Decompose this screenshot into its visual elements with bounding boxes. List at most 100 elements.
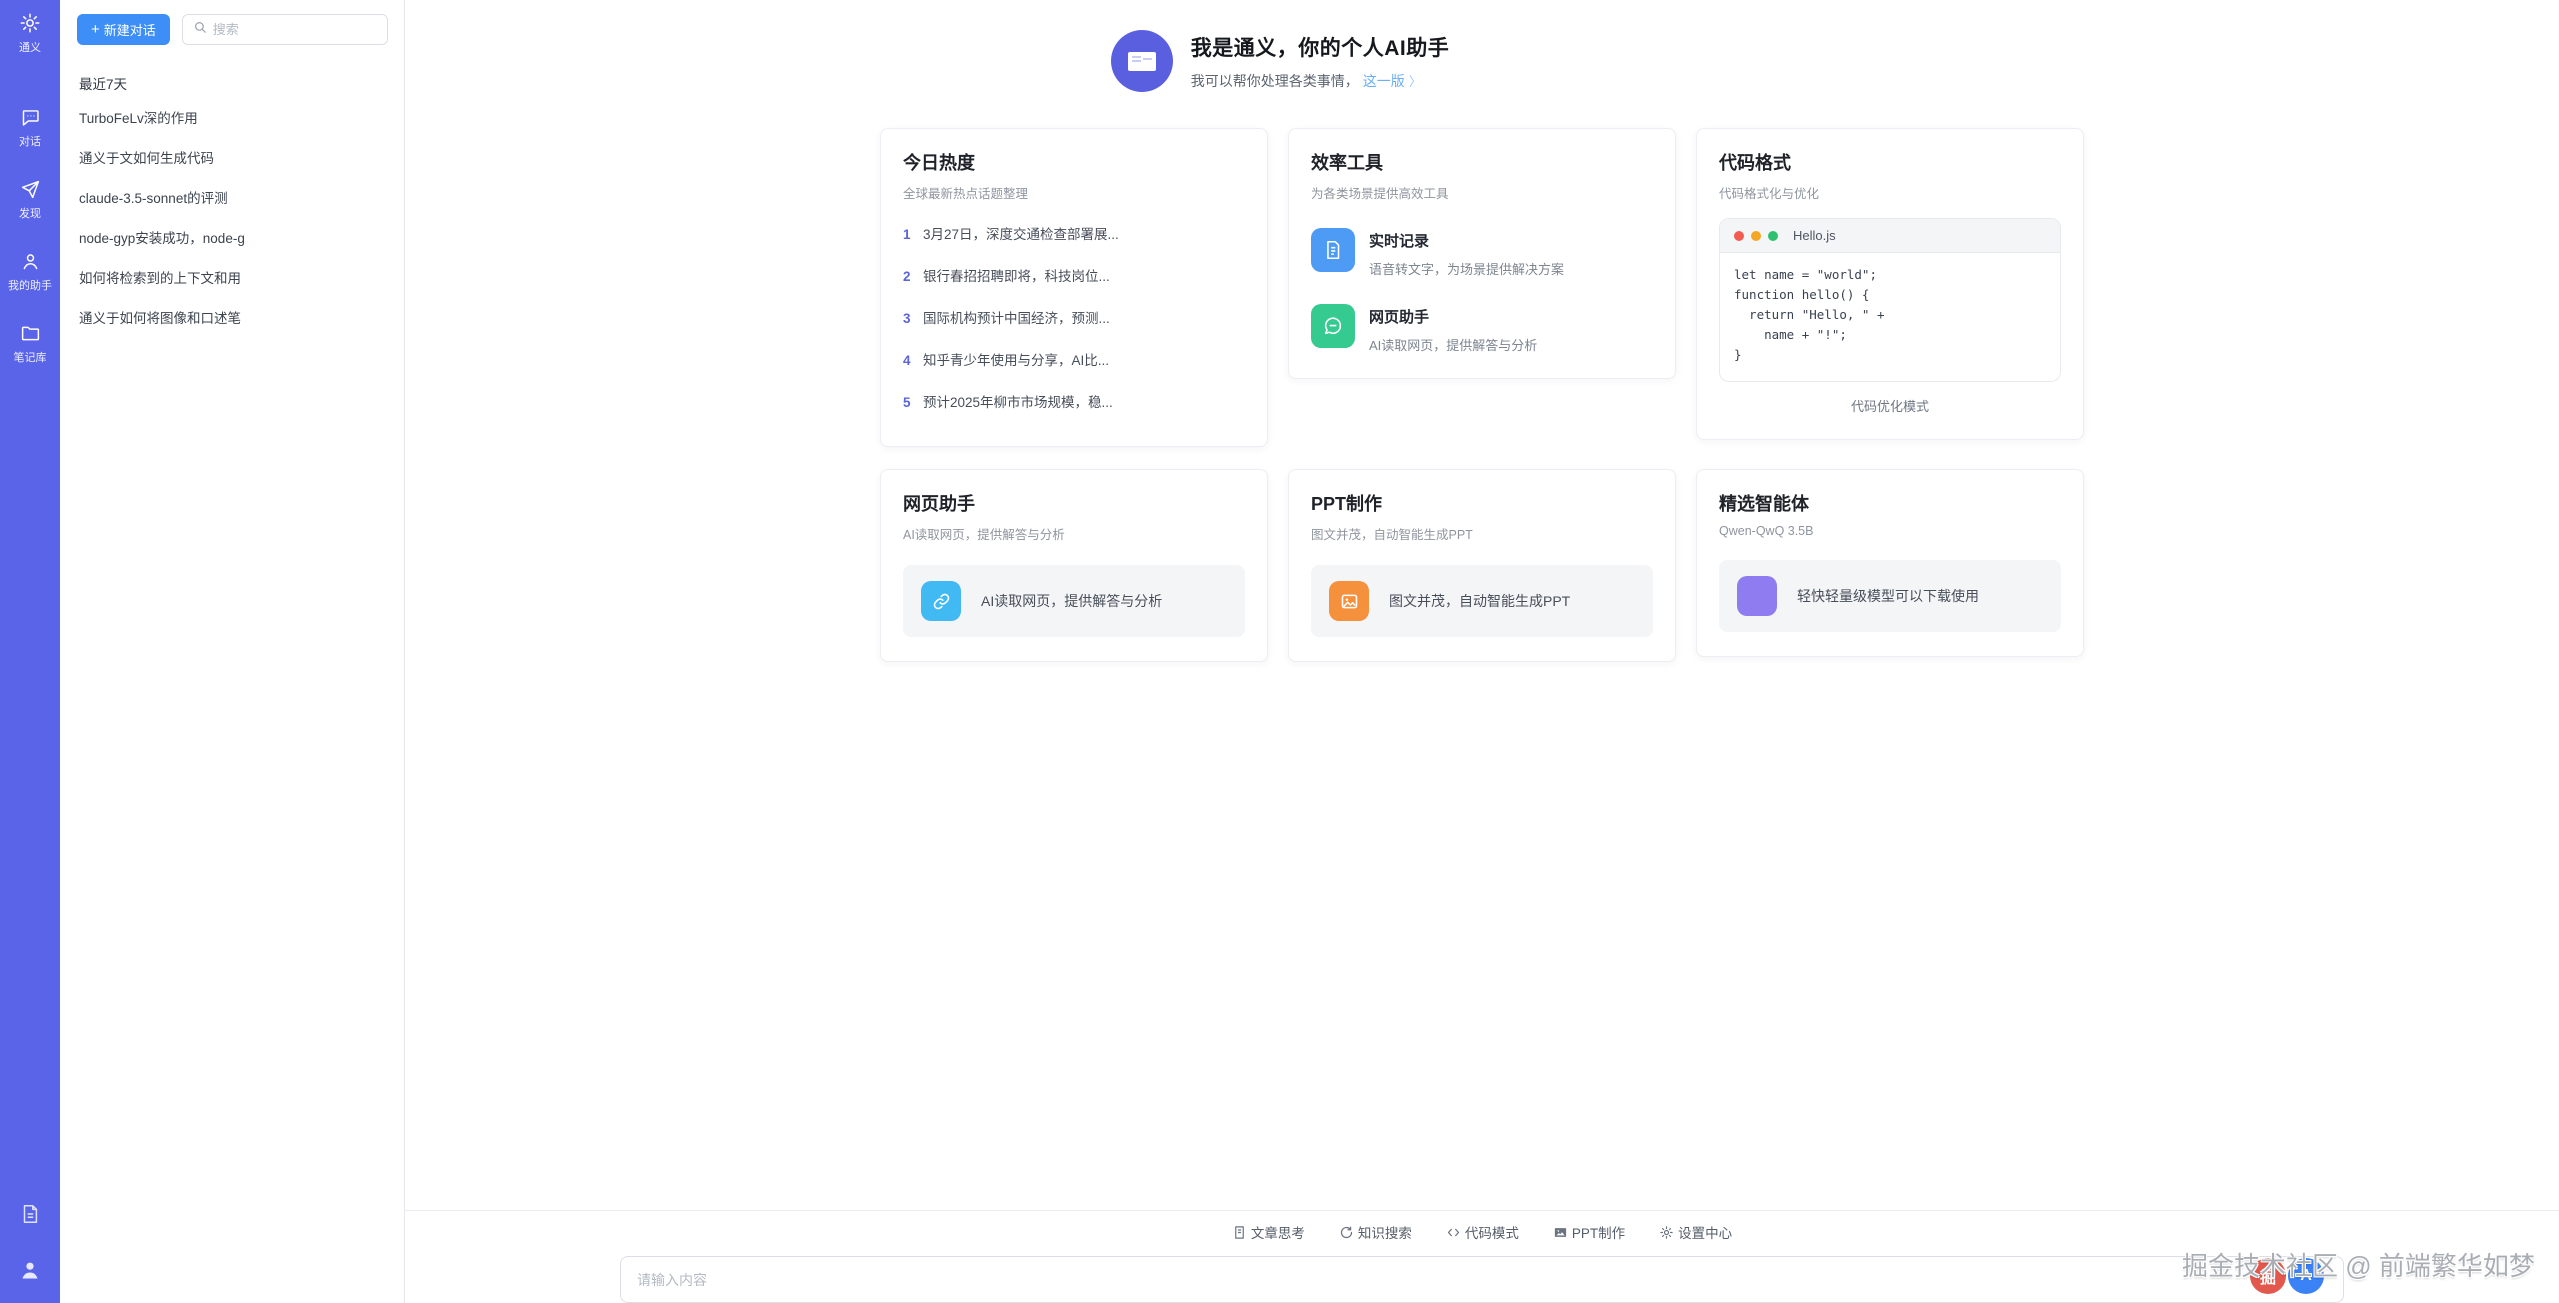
history-item[interactable]: 通义于如何将图像和口述笔 <box>79 311 241 326</box>
action-knowledge-search[interactable]: 知识搜索 <box>1339 1222 1412 1242</box>
card-subtitle: 代码格式化与优化 <box>1719 187 1820 201</box>
footer-bar: 文章思考 知识搜索 代码模式 <box>405 1210 2559 1303</box>
link-icon <box>921 581 961 621</box>
history-item[interactable]: node-gyp安装成功，node-g <box>79 231 245 246</box>
rank-number: 4 <box>903 353 911 368</box>
card-subtitle: AI读取网页，提供解答与分析 <box>903 528 1065 542</box>
rank-number: 5 <box>903 395 911 410</box>
hero-title: 我是通义，你的个人AI助手 <box>1190 36 1450 60</box>
chat-bubble-icon <box>20 107 41 128</box>
card-efficiency-tools: 效率工具 为各类场景提供高效工具 实时记录 语音转文字，为场景提供解决方案 <box>1288 128 1676 379</box>
chat-sidebar: + 新建对话 最近7天 TurboFeLv深的作用 通义于文如何生成代码 cla… <box>60 0 405 1303</box>
rail-item-label: 我的助手 <box>8 280 52 292</box>
action-ppt-maker[interactable]: PPT制作 <box>1553 1222 1625 1242</box>
code-filename: Hello.js <box>1793 228 1836 243</box>
hot-topic-item[interactable]: 2 银行春招招聘即将，科技岗位... <box>903 269 1110 284</box>
quick-actions: 文章思考 知识搜索 代码模式 <box>405 1222 2559 1242</box>
hot-topic-item[interactable]: 4 知乎青少年使用与分享，AI比... <box>903 353 1110 368</box>
main-area: 我是通义，你的个人AI助手 我可以帮你处理各类事情， 这一版 〉 今日热度 全球… <box>405 0 2559 1303</box>
action-code-mode[interactable]: 代码模式 <box>1446 1222 1519 1242</box>
hero-subtitle: 我可以帮你处理各类事情， <box>1190 72 1359 89</box>
history-section-label: 最近7天 <box>79 77 128 92</box>
card-title: 效率工具 <box>1311 153 1383 173</box>
assistant-avatar <box>1110 30 1173 92</box>
chevron-right-icon: 〉 <box>1408 74 1422 89</box>
card-web-assistant: 网页助手 AI读取网页，提供解答与分析 AI读取网页，提供解答与分析 <box>880 469 1268 662</box>
card-featured-agents: 精选智能体 Qwen-QwQ 3.5B 轻快轻量级模型可以下载使用 <box>1696 469 2084 657</box>
document-lines-icon <box>1311 228 1355 272</box>
history-item[interactable]: TurboFeLv深的作用 <box>79 111 198 126</box>
history-item[interactable]: 通义于文如何生成代码 <box>79 151 214 166</box>
gear-icon <box>1659 1225 1674 1240</box>
rail-item-label: 笔记库 <box>13 352 47 364</box>
hero-header: 我是通义，你的个人AI助手 我可以帮你处理各类事情， 这一版 〉 <box>203 30 2357 92</box>
user-avatar-icon[interactable] <box>18 1258 42 1287</box>
document-icon[interactable] <box>19 1203 41 1230</box>
hot-topic-item[interactable]: 3 国际机构预计中国经济，预测... <box>903 311 1110 326</box>
rank-number: 3 <box>903 311 911 326</box>
rail-item-label: 对话 <box>19 136 41 148</box>
new-chat-label: 新建对话 <box>103 23 156 38</box>
image-icon <box>1329 581 1369 621</box>
traffic-light-green <box>1768 230 1778 241</box>
rail-item-chat[interactable]: 对话 <box>19 107 41 149</box>
card-title: 精选智能体 <box>1719 494 1809 514</box>
card-subtitle: Qwen-QwQ 3.5B <box>1719 524 1814 538</box>
card-ppt-maker: PPT制作 图文并茂，自动智能生成PPT 图文并茂，自动智能生成PPT <box>1288 469 1676 662</box>
person-icon <box>20 251 41 272</box>
card-subtitle: 全球最新热点话题整理 <box>903 187 1029 201</box>
rail-item-my-assistant[interactable]: 我的助手 <box>8 251 52 293</box>
card-hot-topics: 今日热度 全球最新热点话题整理 1 3月27日，深度交通检查部署展... 2 银… <box>880 128 1268 447</box>
history-list: TurboFeLv深的作用 通义于文如何生成代码 claude-3.5-sonn… <box>77 97 388 337</box>
rail-item-notes[interactable]: 笔记库 <box>14 323 47 365</box>
window-glyph-icon <box>1127 51 1156 71</box>
ppt-maker-entry[interactable]: 图文并茂，自动智能生成PPT <box>1311 565 1653 637</box>
refresh-icon <box>1339 1225 1354 1240</box>
hot-topic-item[interactable]: 1 3月27日，深度交通检查部署展... <box>903 227 1119 242</box>
history-item[interactable]: claude-3.5-sonnet的评测 <box>79 191 228 206</box>
code-window: Hello.js let name = "world"; function he… <box>1719 218 2061 382</box>
hot-topic-list: 1 3月27日，深度交通检查部署展... 2 银行春招招聘即将，科技岗位... … <box>903 212 1245 422</box>
chat-lines-icon <box>1311 304 1355 348</box>
tool-web-assistant[interactable]: 网页助手 AI读取网页，提供解答与分析 <box>1311 304 1653 354</box>
hero-link[interactable]: 这一版 <box>1362 72 1405 89</box>
search-input[interactable] <box>212 22 377 37</box>
web-assistant-entry[interactable]: AI读取网页，提供解答与分析 <box>903 565 1245 637</box>
document-icon <box>1232 1225 1247 1240</box>
gear-logo-icon <box>19 12 41 34</box>
rail-item-label: 发现 <box>19 208 41 220</box>
brand-label: 通义 <box>19 42 41 54</box>
folder-icon <box>20 323 41 344</box>
agent-square-icon <box>1737 576 1777 616</box>
hot-topic-item[interactable]: 5 预计2025年柳市市场规模，稳... <box>903 395 1113 410</box>
rail-item-discover[interactable]: 发现 <box>19 179 41 221</box>
image-icon <box>1553 1225 1568 1240</box>
card-subtitle: 图文并茂，自动智能生成PPT <box>1311 528 1473 542</box>
card-title: 代码格式 <box>1719 153 1791 173</box>
new-chat-button[interactable]: + 新建对话 <box>77 14 170 45</box>
history-item[interactable]: 如何将检索到的上下文和用 <box>79 271 241 286</box>
paper-plane-icon <box>20 179 41 200</box>
card-title: PPT制作 <box>1311 494 1383 514</box>
code-caption: 代码优化模式 <box>1850 399 1929 414</box>
card-title: 网页助手 <box>903 494 975 514</box>
plus-icon: + <box>91 21 100 38</box>
brand-logo[interactable]: 通义 <box>19 12 41 55</box>
search-box[interactable] <box>181 14 388 45</box>
rank-number: 1 <box>903 227 911 242</box>
card-subtitle: 为各类场景提供高效工具 <box>1311 187 1449 201</box>
icon-rail: 通义 对话 发现 我的助手 <box>0 0 60 1303</box>
message-input[interactable] <box>620 1256 2344 1303</box>
tool-realtime-record[interactable]: 实时记录 语音转文字，为场景提供解决方案 <box>1311 228 1653 278</box>
action-settings-center[interactable]: 设置中心 <box>1659 1222 1732 1242</box>
code-icon <box>1446 1225 1461 1240</box>
card-code-format: 代码格式 代码格式化与优化 Hello.js let name = "world… <box>1696 128 2084 440</box>
traffic-light-red <box>1734 230 1744 241</box>
action-article-think[interactable]: 文章思考 <box>1232 1222 1305 1242</box>
code-snippet: let name = "world"; function hello() { r… <box>1734 267 1885 362</box>
agent-entry[interactable]: 轻快轻量级模型可以下载使用 <box>1719 560 2061 632</box>
rank-number: 2 <box>903 269 911 284</box>
feature-cards-grid: 今日热度 全球最新热点话题整理 1 3月27日，深度交通检查部署展... 2 银… <box>880 128 2084 662</box>
search-icon <box>193 20 207 39</box>
traffic-light-yellow <box>1751 230 1761 241</box>
